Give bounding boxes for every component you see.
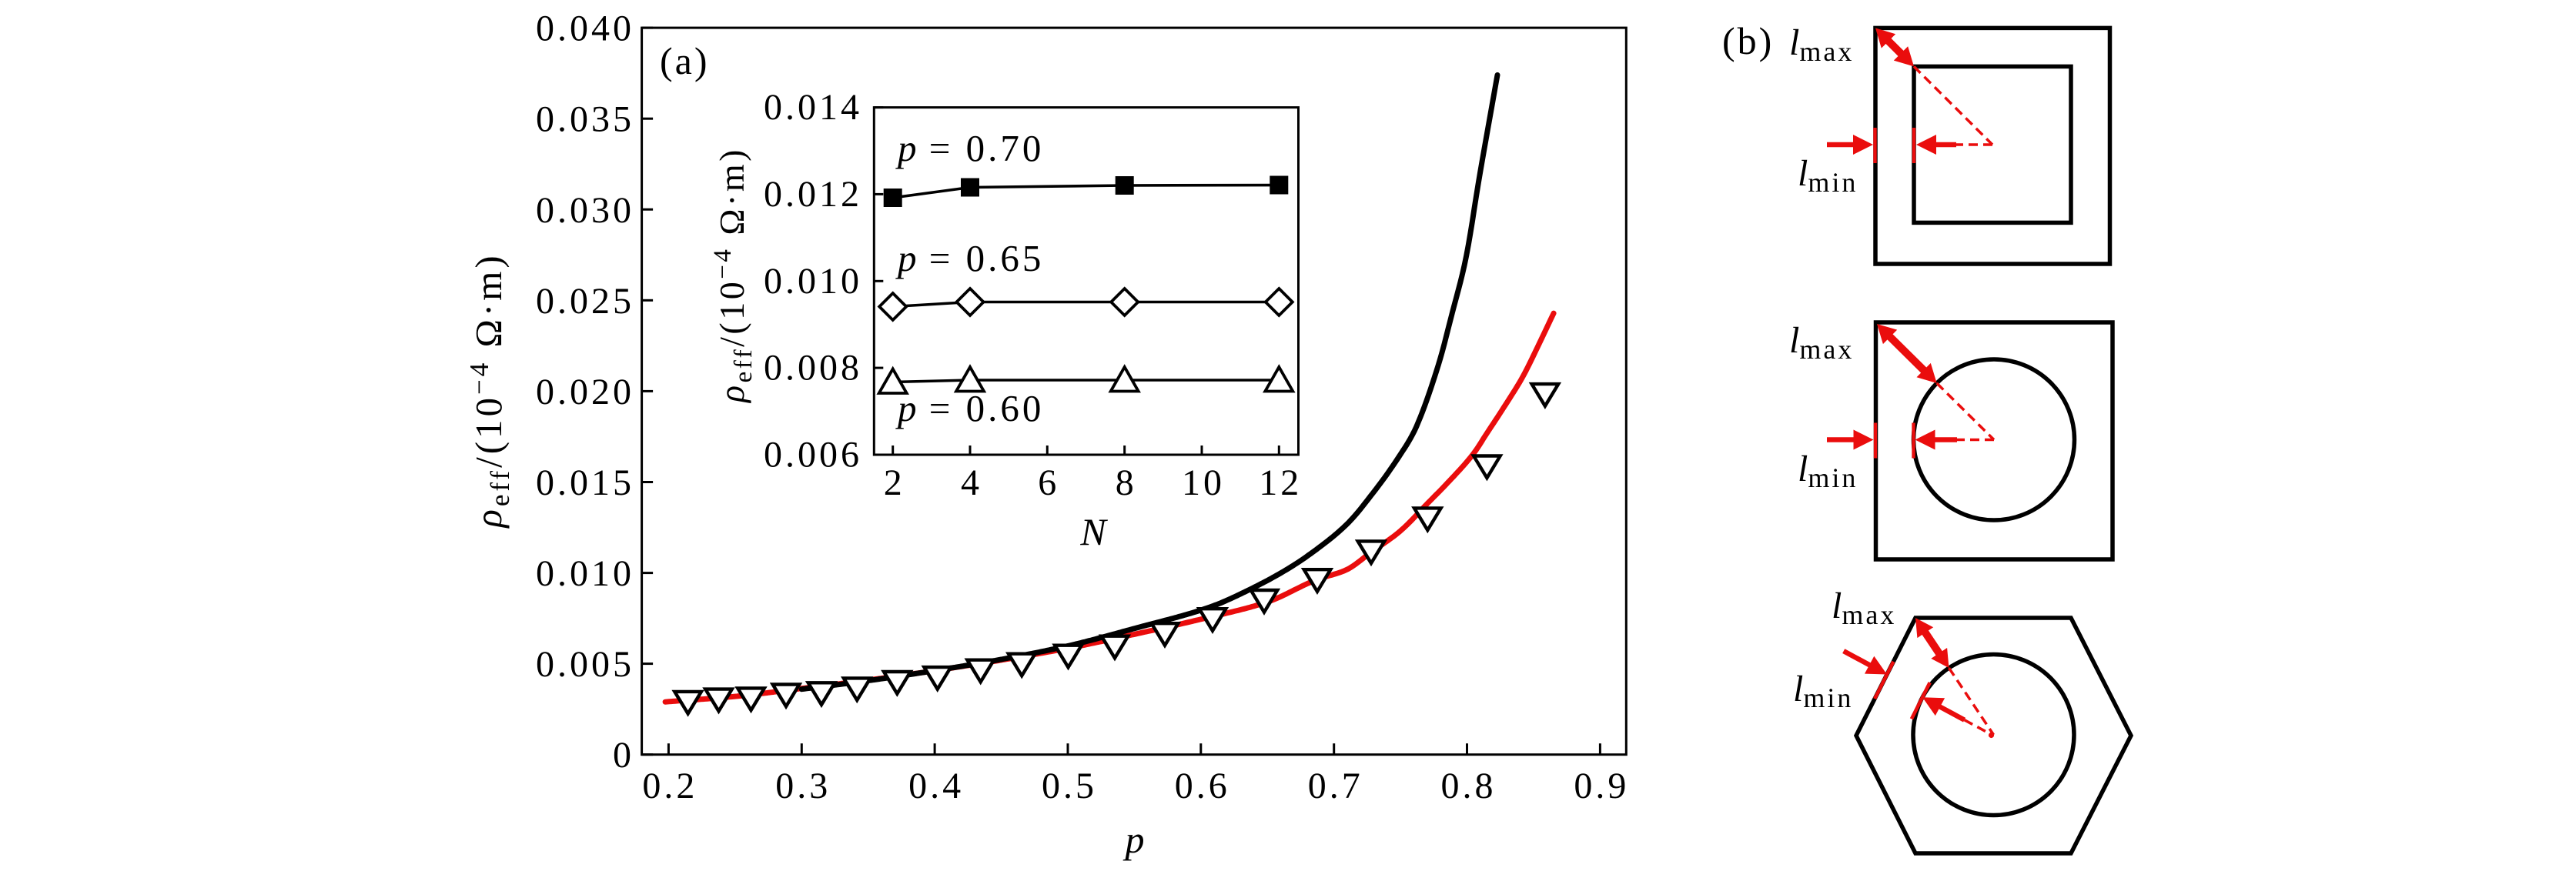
svg-text:0.7: 0.7 xyxy=(1308,766,1363,806)
svg-text:lmax: lmax xyxy=(1789,320,1854,365)
svg-text:p = 0.65: p = 0.65 xyxy=(895,237,1044,279)
svg-text:2: 2 xyxy=(884,462,905,503)
svg-text:(b): (b) xyxy=(1722,19,1774,62)
svg-text:12: 12 xyxy=(1259,462,1302,503)
svg-text:6: 6 xyxy=(1038,462,1059,503)
svg-text:lmax: lmax xyxy=(1832,586,1896,630)
svg-text:0.5: 0.5 xyxy=(1042,766,1097,806)
svg-text:lmin: lmin xyxy=(1798,449,1858,493)
svg-text:0.2: 0.2 xyxy=(642,766,698,806)
svg-text:(a): (a) xyxy=(660,39,710,82)
svg-text:8: 8 xyxy=(1116,462,1137,503)
svg-text:0.035: 0.035 xyxy=(536,99,634,140)
svg-text:0.6: 0.6 xyxy=(1175,766,1230,806)
svg-text:ρeff/(10−4 Ω·m): ρeff/(10−4 Ω·m) xyxy=(464,252,515,529)
svg-text:lmax: lmax xyxy=(1789,22,1854,67)
svg-text:0.015: 0.015 xyxy=(536,462,634,503)
svg-text:0.040: 0.040 xyxy=(536,8,634,49)
svg-text:0.014: 0.014 xyxy=(764,87,862,128)
svg-text:ρeff/(10−4 Ω·m): ρeff/(10−4 Ω·m) xyxy=(709,147,758,404)
svg-text:0.006: 0.006 xyxy=(764,435,862,476)
svg-text:0: 0 xyxy=(613,735,634,776)
svg-text:0.9: 0.9 xyxy=(1574,766,1629,806)
svg-text:0.8: 0.8 xyxy=(1441,766,1497,806)
svg-text:0.005: 0.005 xyxy=(536,644,634,685)
svg-text:0.008: 0.008 xyxy=(764,348,862,389)
svg-text:0.3: 0.3 xyxy=(775,766,831,806)
svg-text:lmin: lmin xyxy=(1798,153,1858,198)
svg-text:0.030: 0.030 xyxy=(536,190,634,231)
svg-text:p: p xyxy=(1123,818,1145,861)
svg-text:0.010: 0.010 xyxy=(536,553,634,594)
svg-text:4: 4 xyxy=(961,462,982,503)
svg-text:lmin: lmin xyxy=(1793,669,1853,713)
svg-text:10: 10 xyxy=(1182,462,1225,503)
svg-text:p = 0.60: p = 0.60 xyxy=(895,387,1044,429)
svg-text:0.010: 0.010 xyxy=(764,261,862,302)
svg-text:0.012: 0.012 xyxy=(764,174,862,215)
svg-text:p = 0.70: p = 0.70 xyxy=(895,127,1044,169)
svg-text:0.025: 0.025 xyxy=(536,281,634,322)
svg-text:N: N xyxy=(1079,510,1108,553)
svg-text:0.020: 0.020 xyxy=(536,372,634,412)
svg-text:0.4: 0.4 xyxy=(908,766,964,806)
